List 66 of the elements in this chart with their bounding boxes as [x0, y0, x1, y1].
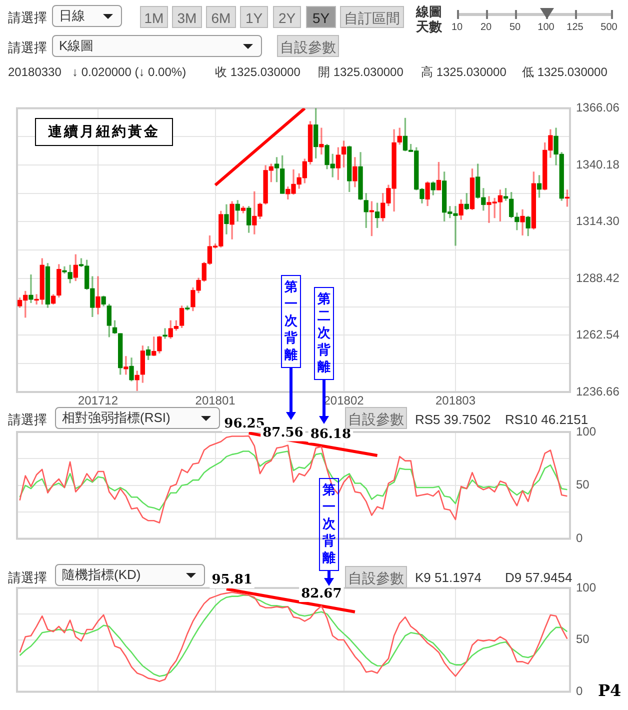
text: 自設參數 [277, 35, 339, 57]
candlestick [162, 328, 168, 339]
annotation: 第一次背離 [281, 275, 301, 368]
y-tick-label: 1314.30 [576, 214, 620, 228]
y-tick-label: 0 [576, 684, 583, 698]
x-tick-label: 201801 [195, 394, 236, 408]
y-tick-label: 50 [576, 478, 590, 492]
text: K9 51.1974 [415, 570, 482, 586]
text: 自設參數 [345, 407, 407, 429]
y-tick-label: 1236.66 [576, 384, 620, 398]
text: ↓ 0.020000 (↓ 0.00%) [72, 64, 186, 80]
candlestick [28, 274, 34, 303]
text: 日線 [52, 5, 122, 27]
y-tick-label: 1340.18 [576, 157, 620, 172]
text: 自設參數 [345, 566, 407, 588]
text: 高 1325.030000 [421, 64, 506, 80]
data-label: 95.81 [212, 572, 252, 588]
text: D9 57.9454 [505, 570, 572, 586]
text: 5Y [306, 6, 336, 28]
text: K線圖 [52, 35, 262, 57]
data-label: 87.56 [262, 426, 304, 441]
text: 請選擇 [8, 570, 47, 586]
text: 20 [479, 21, 493, 35]
text: 500 [600, 21, 618, 35]
candlestick [520, 209, 525, 236]
text: 2Y [273, 6, 301, 28]
data-label: 96.25 [224, 416, 265, 432]
text: 開 1325.030000 [318, 64, 404, 80]
annotation: 第一次背離 [319, 478, 339, 571]
text: 6M [206, 6, 236, 28]
text: 100 [536, 21, 556, 35]
candlestick [124, 356, 128, 375]
x-tick-label: 201712 [78, 394, 118, 408]
text: 請選擇 [8, 10, 47, 26]
text: 連續月紐約黃金 [35, 118, 173, 146]
y-tick-label: 0 [576, 531, 583, 546]
y-tick-label: 100 [576, 424, 596, 438]
text: 收 1325.030000 [215, 64, 300, 80]
text: 10 [450, 21, 464, 35]
text: 相對強弱指標(RSI) [55, 407, 220, 429]
candlestick [319, 128, 324, 154]
text: 3M [172, 6, 202, 28]
y-tick-label: 1262.54 [576, 328, 620, 342]
text: 1M [140, 6, 168, 28]
text: 請選擇 [8, 412, 47, 428]
text: 請選擇 [8, 40, 47, 56]
text: 20180330 [8, 64, 62, 80]
text: 50 [508, 21, 522, 35]
text: 自訂區間 [340, 6, 404, 28]
y-tick-label: 1366.06 [576, 100, 620, 115]
text: 低 1325.030000 [522, 64, 608, 80]
data-label: 86.18 [310, 427, 352, 442]
y-tick-label: 100 [576, 580, 596, 594]
text: RS10 46.2151 [505, 412, 588, 427]
annotation: 第二次背離 [314, 287, 334, 380]
text: RS5 39.7502 [415, 412, 491, 428]
text: 線圖天數 [416, 4, 443, 34]
data-label: 82.67 [301, 586, 342, 602]
y-tick-label: 50 [576, 632, 590, 646]
x-tick-label: 201803 [435, 394, 476, 408]
text: P4 [598, 681, 622, 700]
x-tick-label: 201802 [324, 394, 364, 408]
text: 125 [566, 21, 584, 35]
text: 隨機指標(KD) [55, 564, 205, 586]
text: 1Y [240, 6, 268, 28]
y-tick-label: 1288.42 [576, 270, 620, 285]
